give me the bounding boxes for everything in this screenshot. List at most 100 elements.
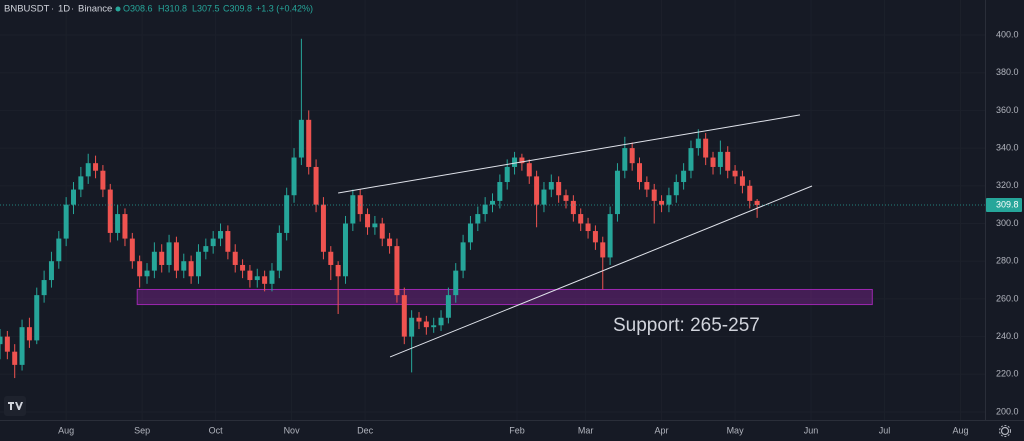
candle-body	[622, 148, 628, 171]
candle-body	[350, 195, 356, 224]
interval: 1D	[58, 4, 70, 15]
candle-body	[482, 204, 488, 215]
candle-body	[703, 138, 709, 158]
candle-body	[100, 170, 106, 190]
candle-body	[0, 336, 3, 345]
candle-body	[203, 246, 209, 252]
candle-body	[401, 295, 407, 337]
candle-body	[41, 280, 47, 296]
candle-body	[629, 148, 635, 164]
candle-body	[71, 189, 77, 205]
candle-body	[218, 231, 224, 239]
open-label: O308.6	[123, 3, 153, 13]
candle-body	[453, 270, 459, 296]
x-tick-label: May	[727, 425, 745, 435]
high-label: H310.8	[158, 3, 187, 13]
candle-body	[570, 200, 576, 215]
trendline	[338, 114, 801, 194]
close-label: C309.8	[223, 3, 252, 13]
candle-body	[607, 214, 613, 258]
candle-body	[585, 223, 591, 232]
candle-body	[85, 163, 91, 177]
candle-body	[717, 151, 723, 167]
candle-body	[710, 157, 716, 167]
candle-body	[26, 327, 32, 341]
candle-body	[107, 189, 113, 233]
status-dot	[115, 6, 121, 12]
low-label: L307.5	[192, 3, 220, 13]
candle-body	[563, 195, 569, 201]
candle-body	[666, 195, 672, 205]
candle-body	[19, 327, 25, 365]
candle-body	[195, 251, 201, 277]
gear-teeth[interactable]	[999, 425, 1011, 437]
candle-body	[313, 166, 319, 205]
candle-body	[4, 336, 10, 352]
x-tick-label: Oct	[209, 425, 224, 435]
candle-body	[262, 276, 268, 284]
candle-body	[548, 182, 554, 190]
logo-bg	[4, 396, 26, 416]
candle-body	[688, 148, 694, 171]
logo	[4, 396, 26, 416]
candle-body	[387, 238, 393, 247]
candle-body	[475, 214, 481, 224]
candle-body	[600, 242, 606, 258]
candle-body	[497, 182, 503, 201]
candle-body	[166, 242, 172, 265]
candle-body	[592, 231, 598, 243]
candle-body	[651, 189, 657, 201]
candle-body	[115, 214, 121, 233]
x-tick-label: Sep	[134, 425, 150, 435]
candle-body	[254, 276, 260, 281]
exchange: Binance	[78, 4, 112, 15]
candle-body	[78, 176, 84, 190]
x-tick-label: Aug	[58, 425, 74, 435]
candle-body	[659, 200, 665, 205]
candle-body	[644, 182, 650, 190]
candle-body	[541, 189, 547, 205]
zones	[136, 288, 873, 306]
overlay: Support: 265-257	[0, 114, 985, 358]
y-tick-label: 300.0	[996, 218, 1019, 228]
candle-body	[519, 157, 525, 164]
candle-body	[12, 351, 18, 365]
settings-icon[interactable]	[999, 425, 1011, 437]
x-tick-label: Jul	[879, 425, 891, 435]
y-tick-label: 260.0	[996, 293, 1019, 303]
symbol: BNBUSDT	[4, 4, 50, 15]
candle-body	[512, 157, 518, 167]
candle-body	[365, 214, 371, 228]
candle-body	[34, 295, 40, 341]
candle-body	[695, 138, 701, 149]
candle-body	[416, 317, 422, 322]
support-zone	[136, 288, 873, 306]
logo-mark	[8, 402, 23, 410]
candle-body	[232, 251, 238, 265]
candle-body	[673, 182, 679, 196]
candle-body	[379, 223, 385, 239]
candle-body	[335, 264, 341, 277]
candle-body	[637, 163, 643, 183]
y-tick-label: 220.0	[996, 369, 1019, 379]
candle-body	[556, 182, 562, 196]
separator: ·	[51, 4, 54, 15]
y-tick-label: 200.0	[996, 406, 1019, 416]
candle-body	[284, 195, 290, 233]
gear[interactable]	[1000, 426, 1010, 436]
candle-body	[504, 166, 510, 183]
y-tick-label: 400.0	[996, 29, 1019, 39]
candle-body	[247, 270, 253, 281]
candle-body	[681, 170, 687, 183]
y-tick-label: 340.0	[996, 142, 1019, 152]
candle-body	[151, 251, 157, 271]
candle-body	[173, 242, 179, 271]
candle-body	[93, 163, 99, 171]
candle-body	[56, 238, 62, 262]
candle-body	[291, 157, 297, 196]
x-tick-label: Mar	[578, 425, 594, 435]
candle-body	[342, 223, 348, 277]
axes: 200.0 220.0 240.0 260.0 280.0 300.0 320.0 340.0…	[58, 29, 1022, 435]
x-tick-label: Aug	[952, 425, 968, 435]
header: BNBUSDT · 1D · Binance O308.6 H310.8 L30…	[4, 3, 313, 14]
